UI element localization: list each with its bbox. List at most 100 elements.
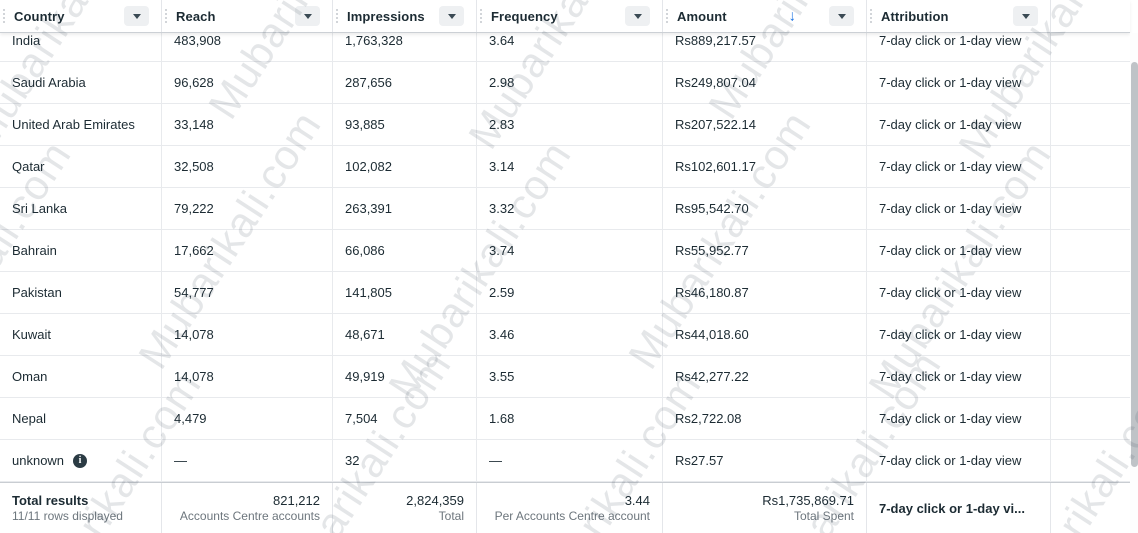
frequency-cell: 1.68 bbox=[477, 398, 663, 440]
table-row: Kuwait 14,078 48,671 3.46 Rs44,018.60 7-… bbox=[0, 314, 1130, 356]
column-drag-handle-icon[interactable] bbox=[165, 9, 167, 23]
frequency-cell: 3.46 bbox=[477, 314, 663, 356]
table-row: Bahrain 17,662 66,086 3.74 Rs55,952.77 7… bbox=[0, 230, 1130, 272]
frequency-cell: 2.59 bbox=[477, 272, 663, 314]
table-row: Oman 14,078 49,919 3.55 Rs42,277.22 7-da… bbox=[0, 356, 1130, 398]
frequency-cell: 3.32 bbox=[477, 188, 663, 230]
impressions-cell: 66,086 bbox=[333, 230, 477, 272]
scrollbar-thumb[interactable] bbox=[1130, 62, 1138, 467]
impressions-cell: 141,805 bbox=[333, 272, 477, 314]
rows-displayed-label: 11/11 rows displayed bbox=[12, 509, 123, 523]
impressions-cell: 48,671 bbox=[333, 314, 477, 356]
attribution-cell: 7-day click or 1-day view bbox=[867, 104, 1051, 146]
impressions-cell: 7,504 bbox=[333, 398, 477, 440]
spacer-cell bbox=[1051, 62, 1130, 104]
footer-reach-total: 821,212 Accounts Centre accounts bbox=[162, 483, 333, 533]
spacer-cell bbox=[1051, 104, 1130, 146]
column-drag-handle-icon[interactable] bbox=[870, 9, 872, 23]
impressions-cell: 287,656 bbox=[333, 62, 477, 104]
reach-cell: 483,908 bbox=[162, 33, 333, 62]
table-row: Nepal 4,479 7,504 1.68 Rs2,722.08 7-day … bbox=[0, 398, 1130, 440]
column-drag-handle-icon[interactable] bbox=[480, 9, 482, 23]
spacer-cell bbox=[1051, 314, 1130, 356]
chevron-down-icon bbox=[633, 13, 642, 19]
footer-frequency-total: 3.44 Per Accounts Centre account bbox=[477, 483, 663, 533]
reach-cell: — bbox=[162, 440, 333, 482]
table-body: India 483,908 1,763,328 3.64 Rs889,217.5… bbox=[0, 33, 1130, 482]
spacer-cell bbox=[1051, 146, 1130, 188]
amount-cell: Rs249,807.04 bbox=[663, 62, 867, 104]
table-row: Sri Lanka 79,222 263,391 3.32 Rs95,542.7… bbox=[0, 188, 1130, 230]
impressions-cell: 102,082 bbox=[333, 146, 477, 188]
country-cell: Qatar bbox=[0, 146, 162, 188]
column-header-frequency[interactable]: Frequency bbox=[477, 0, 663, 32]
chevron-down-icon bbox=[447, 13, 456, 19]
chevron-down-icon bbox=[1021, 13, 1030, 19]
column-header-country[interactable]: Country bbox=[0, 0, 162, 32]
info-icon[interactable]: i bbox=[73, 453, 88, 468]
column-header-amount[interactable]: Amount ↓ bbox=[663, 0, 867, 32]
sort-descending-icon[interactable]: ↓ bbox=[788, 7, 797, 25]
column-drag-handle-icon[interactable] bbox=[666, 9, 668, 23]
spacer-cell bbox=[1051, 356, 1130, 398]
country-cell: Nepal bbox=[0, 398, 162, 440]
amount-cell: Rs102,601.17 bbox=[663, 146, 867, 188]
chevron-down-icon bbox=[303, 13, 312, 19]
column-drag-handle-icon[interactable] bbox=[3, 9, 5, 23]
impressions-cell: 93,885 bbox=[333, 104, 477, 146]
attribution-cell: 7-day click or 1-day view bbox=[867, 314, 1051, 356]
reach-cell: 79,222 bbox=[162, 188, 333, 230]
spacer-cell bbox=[1051, 398, 1130, 440]
amount-cell: Rs889,217.57 bbox=[663, 33, 867, 62]
chevron-down-icon bbox=[132, 13, 141, 19]
impressions-cell: 1,763,328 bbox=[333, 33, 477, 62]
impressions-cell: 49,919 bbox=[333, 356, 477, 398]
amount-cell: Rs207,522.14 bbox=[663, 104, 867, 146]
reach-cell: 33,148 bbox=[162, 104, 333, 146]
column-drag-handle-icon[interactable] bbox=[336, 9, 338, 23]
frequency-cell: 2.98 bbox=[477, 62, 663, 104]
spacer-cell bbox=[1051, 272, 1130, 314]
frequency-cell: 3.74 bbox=[477, 230, 663, 272]
column-header-spacer bbox=[1051, 0, 1130, 32]
footer-total-results: Total results 11/11 rows displayed bbox=[0, 483, 162, 533]
column-menu-button[interactable] bbox=[295, 6, 320, 26]
spacer-cell bbox=[1051, 33, 1130, 62]
amount-cell: Rs27.57 bbox=[663, 440, 867, 482]
attribution-cell: 7-day click or 1-day view bbox=[867, 33, 1051, 62]
table-footer: Total results 11/11 rows displayed 821,2… bbox=[0, 482, 1130, 533]
column-menu-button[interactable] bbox=[829, 6, 854, 26]
column-menu-button[interactable] bbox=[439, 6, 464, 26]
amount-cell: Rs44,018.60 bbox=[663, 314, 867, 356]
column-header-reach[interactable]: Reach bbox=[162, 0, 333, 32]
column-menu-button[interactable] bbox=[1013, 6, 1038, 26]
attribution-cell: 7-day click or 1-day view bbox=[867, 230, 1051, 272]
country-cell: Kuwait bbox=[0, 314, 162, 356]
column-header-impressions[interactable]: Impressions bbox=[333, 0, 477, 32]
footer-impressions-total: 2,824,359 Total bbox=[333, 483, 477, 533]
country-cell: Pakistan bbox=[0, 272, 162, 314]
country-cell: Sri Lanka bbox=[0, 188, 162, 230]
footer-spacer bbox=[1051, 483, 1130, 533]
amount-cell: Rs2,722.08 bbox=[663, 398, 867, 440]
spacer-cell bbox=[1051, 188, 1130, 230]
chevron-down-icon bbox=[837, 13, 846, 19]
table-row: Qatar 32,508 102,082 3.14 Rs102,601.17 7… bbox=[0, 146, 1130, 188]
reach-cell: 32,508 bbox=[162, 146, 333, 188]
country-cell: India bbox=[0, 33, 162, 62]
table-row: Pakistan 54,777 141,805 2.59 Rs46,180.87… bbox=[0, 272, 1130, 314]
reach-cell: 14,078 bbox=[162, 356, 333, 398]
table-header: Country Reach Impressions Frequency Amou… bbox=[0, 0, 1130, 33]
reach-cell: 17,662 bbox=[162, 230, 333, 272]
total-results-label: Total results bbox=[12, 493, 89, 508]
frequency-cell: — bbox=[477, 440, 663, 482]
column-menu-button[interactable] bbox=[124, 6, 149, 26]
reach-cell: 96,628 bbox=[162, 62, 333, 104]
frequency-cell: 2.83 bbox=[477, 104, 663, 146]
reach-cell: 54,777 bbox=[162, 272, 333, 314]
column-menu-button[interactable] bbox=[625, 6, 650, 26]
column-header-attribution[interactable]: Attribution bbox=[867, 0, 1051, 32]
vertical-scrollbar[interactable] bbox=[1130, 33, 1138, 533]
attribution-cell: 7-day click or 1-day view bbox=[867, 188, 1051, 230]
